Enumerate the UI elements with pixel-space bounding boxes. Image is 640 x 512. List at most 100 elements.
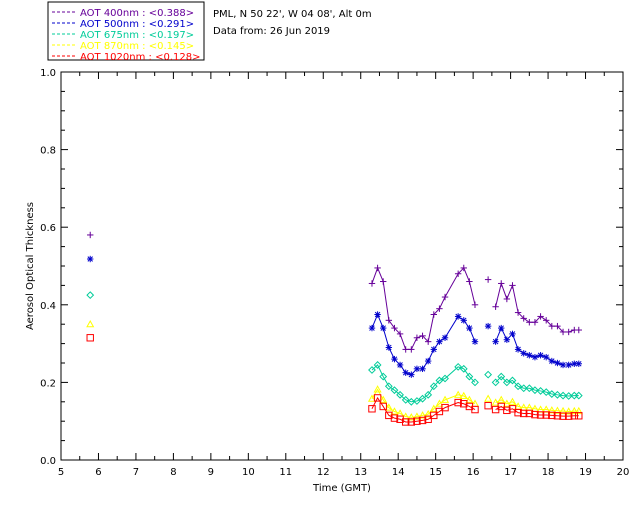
data-point — [531, 386, 539, 395]
marker-d2 — [549, 358, 555, 364]
data-point — [413, 397, 421, 405]
data-point — [514, 382, 523, 391]
marker-shape — [502, 378, 511, 387]
data-point — [401, 395, 410, 404]
data-point — [502, 378, 511, 387]
marker-d2 — [576, 361, 582, 367]
data-point — [454, 313, 462, 320]
data-point — [542, 411, 550, 419]
data-point — [430, 411, 438, 420]
data-point — [554, 359, 561, 367]
legend-entry: AOT 675nm : <0.197> — [80, 30, 194, 41]
data-point — [574, 391, 583, 400]
marker-shape — [564, 392, 573, 400]
data-point — [435, 376, 444, 385]
data-point — [509, 282, 516, 289]
series-line — [371, 266, 476, 350]
data-point — [441, 293, 449, 301]
plot-frame — [60, 71, 624, 461]
data-point — [564, 407, 573, 415]
marker-shape — [508, 397, 517, 405]
marker-d2 — [402, 369, 409, 376]
marker-d2 — [461, 317, 467, 324]
marker-shape — [368, 405, 376, 413]
x-tick-label: 8 — [170, 467, 176, 478]
marker-shape — [440, 395, 450, 403]
data-point — [537, 313, 544, 320]
data-point — [412, 412, 421, 420]
data-point — [570, 412, 578, 420]
data-point — [441, 374, 449, 383]
data-point — [441, 334, 449, 341]
x-tick-label: 6 — [95, 467, 101, 478]
data-point — [548, 322, 556, 330]
data-point — [379, 372, 388, 381]
x-tick-label: 15 — [429, 467, 442, 478]
data-point — [459, 364, 468, 373]
data-point — [430, 311, 437, 318]
data-point — [373, 361, 382, 369]
marker-shape — [373, 385, 382, 393]
marker-shape — [497, 402, 505, 411]
marker-shape — [542, 411, 550, 419]
marker-d2 — [386, 344, 392, 351]
marker-shape — [503, 406, 511, 415]
marker-shape — [559, 412, 567, 420]
data-point — [465, 372, 474, 381]
x-tick-label: 20 — [617, 467, 630, 478]
series-line — [495, 375, 579, 397]
marker-shape — [525, 409, 534, 418]
marker-shape — [418, 394, 427, 403]
marker-d2 — [408, 371, 415, 378]
data-point — [430, 346, 437, 353]
data-point — [575, 412, 583, 420]
data-point — [471, 338, 479, 345]
marker-shape — [390, 414, 399, 422]
x-tick-label: 5 — [58, 467, 64, 478]
legend-entry: AOT 870nm : <0.145> — [80, 41, 194, 52]
data-point — [547, 390, 556, 398]
data-point — [407, 413, 416, 421]
marker-shape — [413, 417, 421, 425]
axis-tick-labels: 5 6 7 8 9 10 11 12 13 14 15 16 17 18 19 20 0.0 0.2 0.4 0.6 0… — [40, 68, 629, 478]
data-point — [424, 415, 432, 423]
marker-d2 — [442, 335, 448, 341]
marker-shape — [86, 334, 94, 342]
x-tick-label: 7 — [133, 467, 139, 478]
data-point — [86, 291, 95, 300]
legend-entry: AOT 400nm : <0.388> — [80, 8, 194, 19]
marker-shape — [484, 370, 493, 379]
data-point — [525, 384, 534, 393]
data-point — [514, 309, 522, 316]
data-point — [454, 362, 463, 371]
y-tick-label: 0.2 — [40, 378, 56, 389]
data-point — [87, 255, 94, 263]
site-info: PML, N 50 22', W 04 08', Alt 0m — [213, 9, 372, 20]
data-point — [491, 378, 500, 387]
marker-d2 — [560, 362, 566, 368]
marker-shape — [531, 386, 539, 395]
data-point — [368, 366, 376, 374]
marker-shape — [575, 412, 583, 420]
data-point — [542, 353, 550, 361]
marker-shape — [379, 372, 388, 381]
data-point — [401, 418, 410, 426]
data-point — [390, 407, 399, 415]
marker-shape — [471, 378, 479, 387]
data-point — [413, 334, 421, 341]
data-point — [548, 411, 556, 420]
marker-shape — [373, 361, 382, 369]
marker-d2 — [419, 366, 426, 372]
data-point — [441, 403, 449, 412]
data-point — [424, 409, 433, 418]
marker-d2 — [537, 352, 544, 358]
marker-shape — [508, 376, 517, 385]
marker-shape — [508, 405, 517, 413]
data-point — [424, 338, 432, 345]
data-point — [536, 387, 545, 395]
marker-shape — [407, 418, 416, 426]
data-point — [435, 407, 444, 416]
data-point — [373, 394, 382, 402]
data-point — [564, 412, 573, 420]
